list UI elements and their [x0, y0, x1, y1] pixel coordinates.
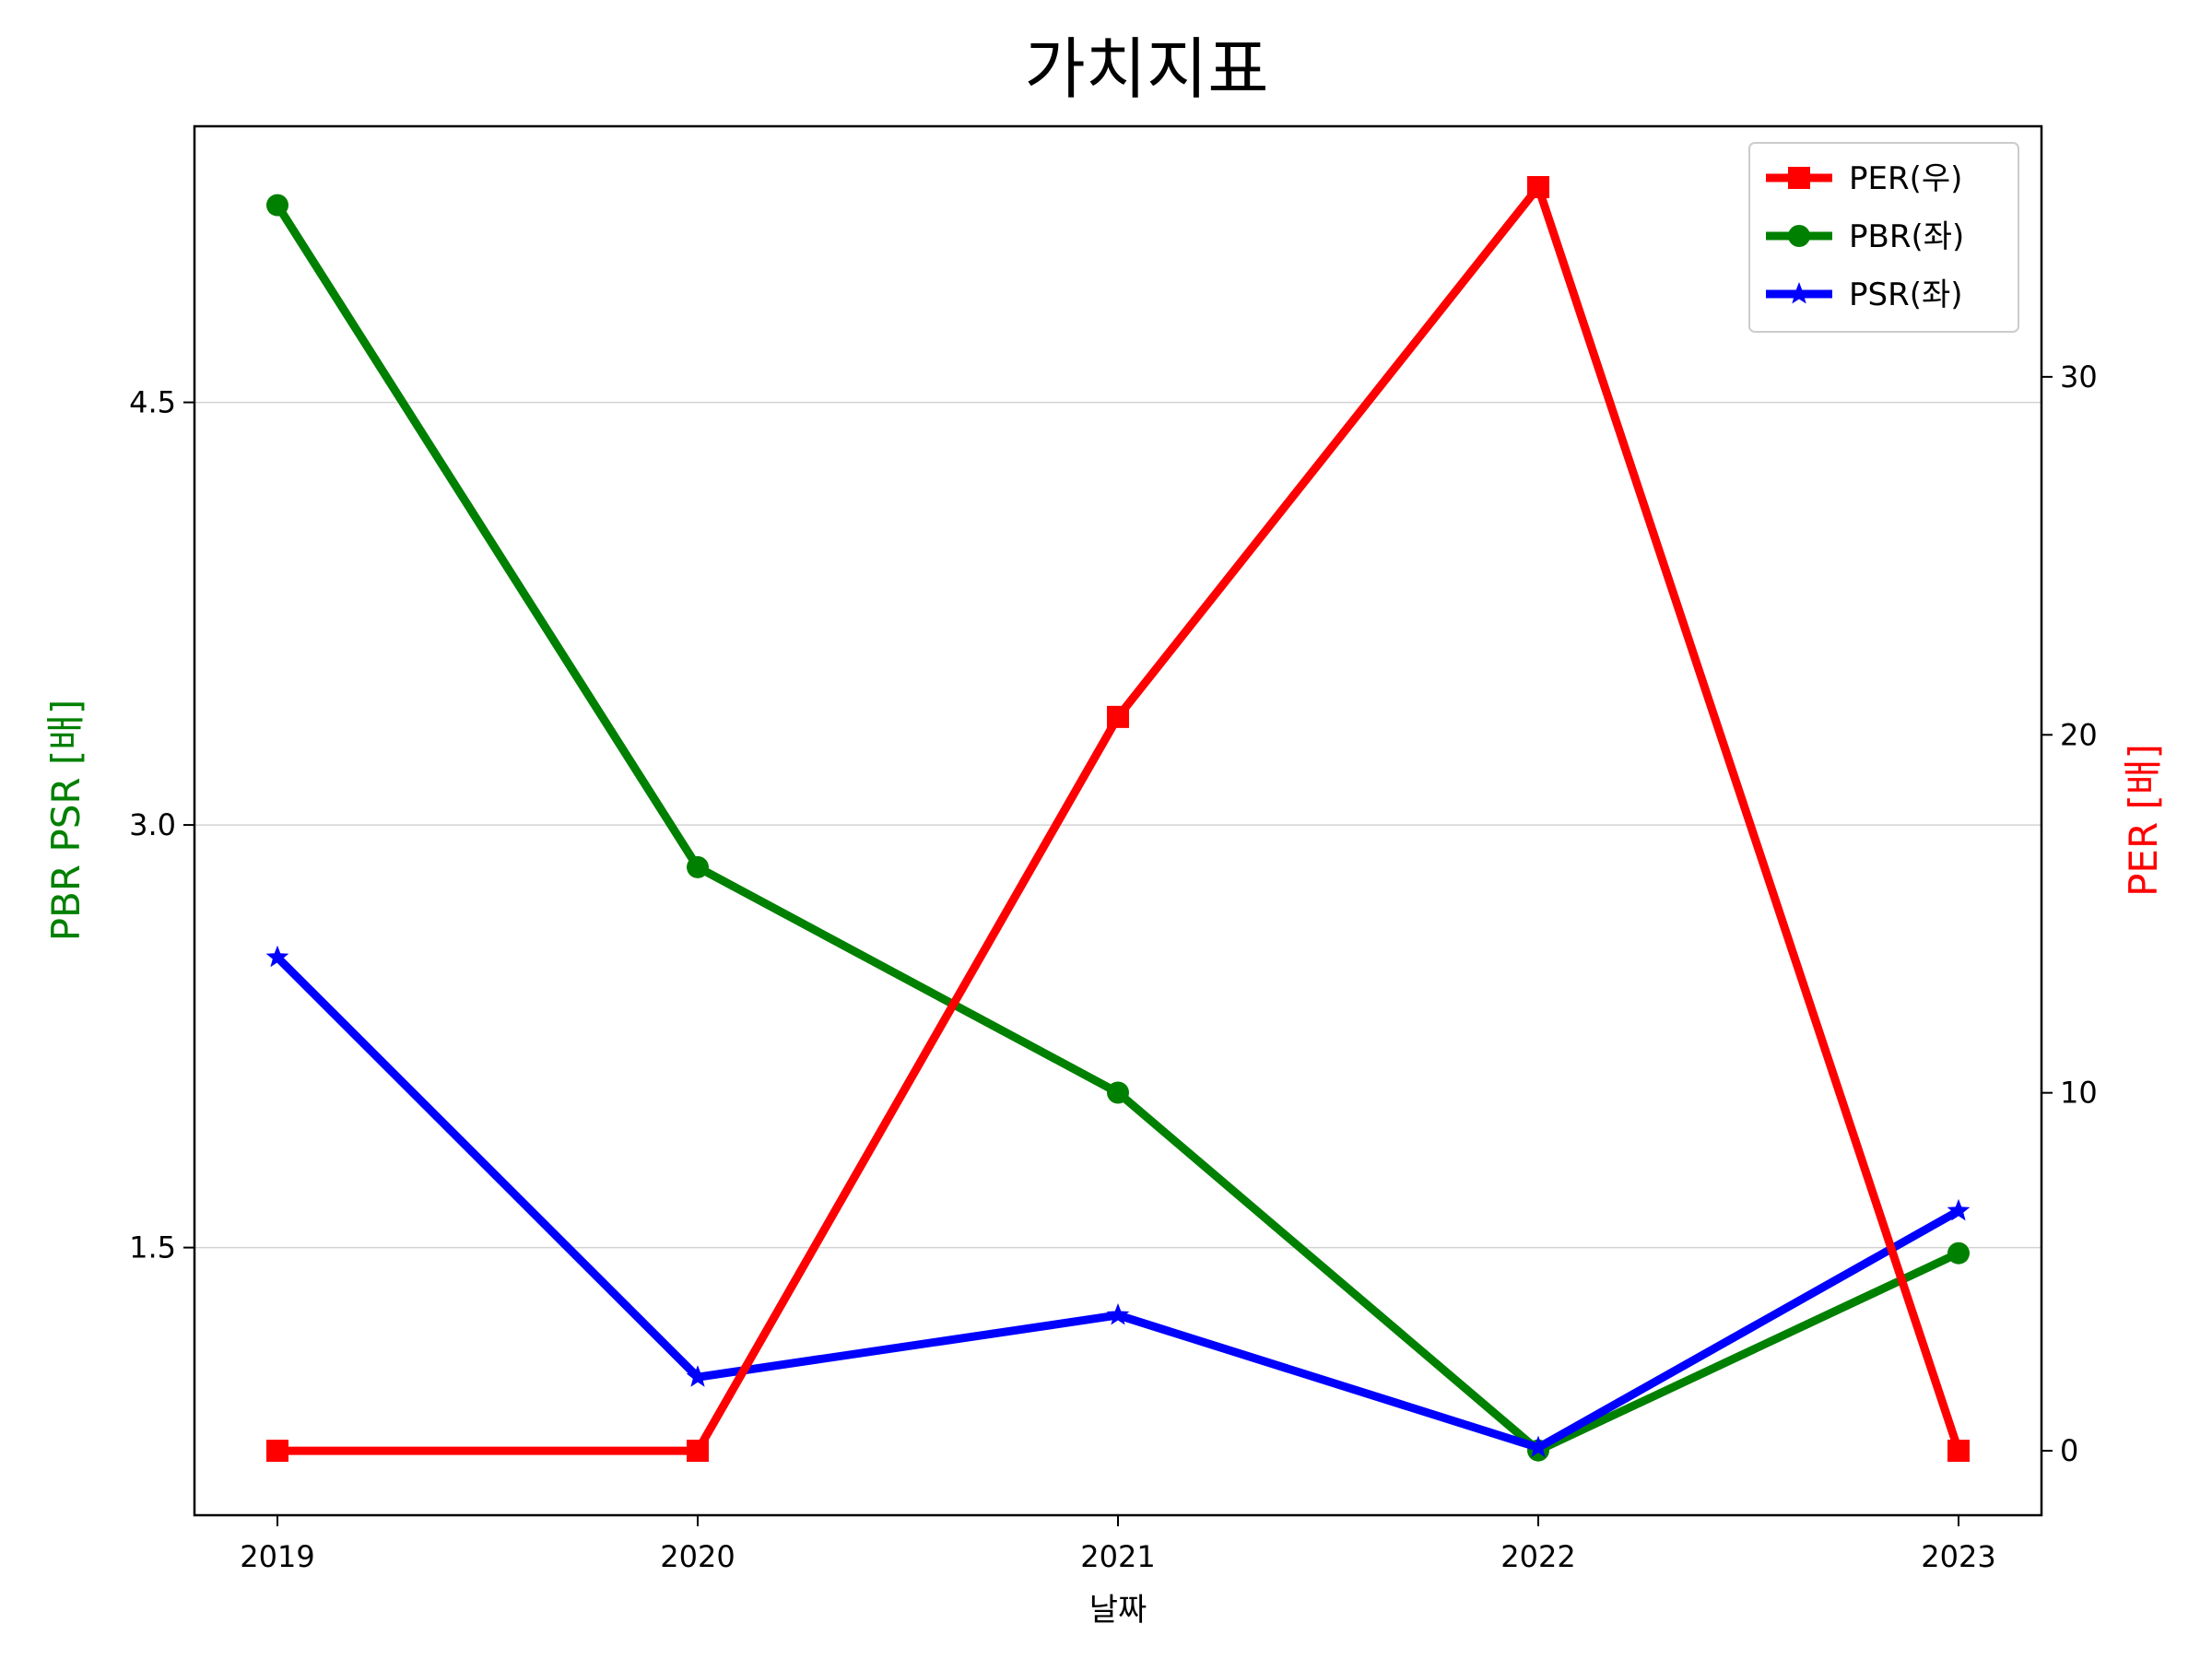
data-point-2-4: [1947, 1198, 1971, 1221]
legend-item: PER(우): [1766, 160, 1962, 197]
right-y-axis-label: PER [배]: [2121, 744, 2166, 897]
data-point-1-2: [1107, 1081, 1129, 1104]
x-tick-label: 2021: [1080, 1539, 1155, 1574]
data-point-2-3: [1526, 1435, 1550, 1458]
axes: 1.5 3.0 4.5 0 10 20 30 2019 2020 2021 2022 2023: [129, 359, 2098, 1574]
x-tick-label: 2020: [660, 1539, 735, 1574]
left-tick-label: 3.0: [129, 807, 176, 842]
right-tick-label: 0: [2060, 1433, 2078, 1468]
right-tick-label: 20: [2060, 717, 2098, 752]
left-y-axis-label: PBR PSR [배]: [43, 700, 88, 942]
legend-item: PBR(좌): [1766, 218, 1964, 255]
legend-label: PER(우): [1849, 160, 1962, 197]
data-point-2-1: [686, 1365, 710, 1387]
legend-label: PSR(좌): [1849, 276, 1963, 313]
data-point-0-1: [687, 1440, 709, 1463]
legend-swatch-marker: [1788, 225, 1810, 247]
x-tick-label: 2023: [1921, 1539, 1995, 1574]
x-axis-label: 날짜: [1089, 1592, 1147, 1629]
data-point-1-1: [687, 855, 709, 878]
left-tick-label: 4.5: [129, 385, 176, 420]
right-tick-label: 10: [2060, 1076, 2098, 1111]
legend-box: [1748, 142, 2019, 333]
plot-frame: [193, 124, 2043, 1517]
series-layer: [265, 176, 1971, 1463]
data-point-0-2: [1107, 705, 1129, 728]
series-0: [266, 176, 1970, 1463]
chart-title: 가치지표: [1025, 30, 1269, 108]
left-tick-label: 1.5: [129, 1230, 176, 1265]
data-point-0-3: [1527, 176, 1549, 199]
data-point-0-0: [266, 1440, 288, 1463]
series-2: [265, 945, 1971, 1458]
x-tick-label: 2019: [240, 1539, 314, 1574]
data-point-1-0: [266, 194, 288, 217]
legend-item: PSR(좌): [1766, 276, 1963, 313]
data-point-1-4: [1947, 1241, 1970, 1265]
legend: PER(우) PBR(좌) PSR(좌): [1748, 142, 2019, 333]
data-point-2-2: [1106, 1302, 1130, 1325]
x-tick-label: 2022: [1500, 1539, 1575, 1574]
legend-swatch-marker: [1788, 167, 1810, 189]
legend-swatch-marker: [1787, 282, 1811, 304]
right-tick-label: 30: [2060, 359, 2098, 394]
data-point-0-4: [1947, 1440, 1970, 1463]
data-point-2-0: [265, 945, 289, 968]
grid-lines: [194, 401, 2041, 1249]
legend-label: PBR(좌): [1849, 218, 1964, 255]
